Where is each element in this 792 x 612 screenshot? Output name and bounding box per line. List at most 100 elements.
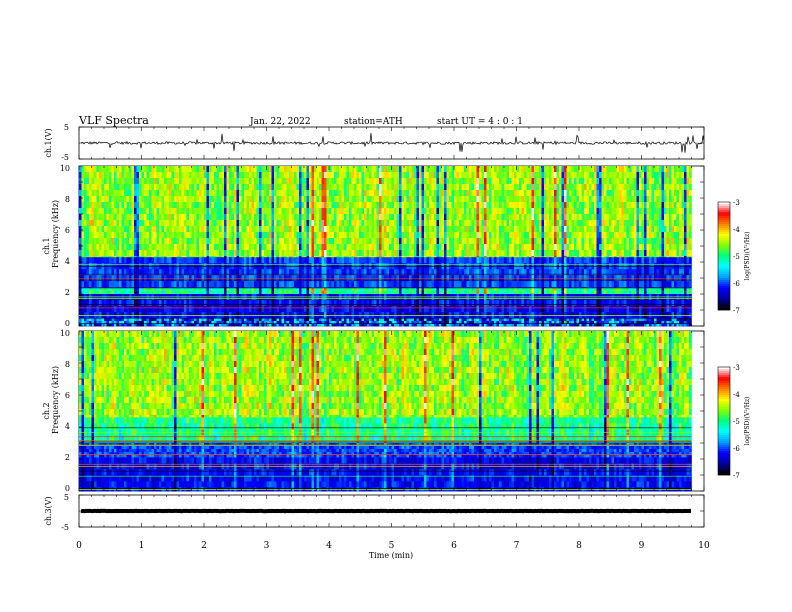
spectrogram-cell (464, 184, 467, 191)
spectrogram-cell (494, 178, 497, 185)
spectrogram-cell (681, 257, 685, 264)
spectrogram-cell (539, 226, 542, 233)
spectrogram-cell (504, 178, 507, 185)
spectrogram-cell (221, 202, 225, 209)
spectrogram-cell (669, 220, 672, 227)
spectrogram-cell (649, 238, 652, 245)
spectrogram-cell (136, 226, 140, 233)
spectrogram-cell (281, 166, 285, 173)
spectrogram-cell (84, 232, 87, 239)
spectrogram-cell (249, 250, 252, 257)
spectrogram-cell (616, 178, 620, 185)
spectrogram-cell (484, 166, 487, 173)
spectrogram-cell (469, 178, 472, 185)
spectrogram-cell (269, 250, 272, 257)
spectrogram-cell (291, 208, 295, 215)
spectrogram-cell (489, 256, 492, 258)
spectrogram-cell (251, 244, 255, 251)
spectrogram-cell (146, 226, 150, 233)
spectrogram-cell (284, 172, 287, 179)
spectrogram-cell (81, 208, 85, 215)
spectrogram-cell (264, 220, 267, 227)
spectrogram-cell (481, 178, 485, 185)
spectrogram-cell (541, 190, 545, 197)
spectrogram-cell (121, 172, 125, 179)
spectrogram-cell (559, 244, 562, 251)
spectrogram-cell (199, 214, 202, 221)
spectrogram-cell (266, 196, 270, 203)
spectrogram-cell (664, 226, 667, 233)
spectrogram-cell (374, 190, 377, 197)
spectrogram-cell (339, 250, 342, 257)
spectrogram-cell (111, 250, 115, 257)
spectrogram-cell (174, 226, 177, 233)
spectrogram-cell (509, 275, 512, 282)
spectrogram-cell (689, 196, 692, 203)
spectrogram-cell (494, 257, 497, 264)
spectrogram-cell (499, 172, 502, 179)
spectrogram-cell (114, 226, 117, 233)
spectrogram-cell (244, 202, 247, 209)
spectrogram-cell (391, 220, 395, 227)
spectrogram-cell (264, 256, 267, 258)
spectrogram-cell (434, 172, 437, 179)
spectrogram-cell (476, 232, 480, 239)
spectrogram-cell (454, 208, 457, 215)
spectrogram-cell (144, 250, 147, 257)
spectrogram-cell (359, 226, 362, 233)
spectrogram-cell (369, 202, 372, 209)
spectrogram-cell (136, 190, 140, 197)
spectrogram-cell (316, 220, 320, 227)
spectrogram-cell (611, 275, 615, 282)
spectrogram-cell (124, 269, 127, 276)
spectrogram-cell (449, 214, 452, 221)
spectrogram-cell (616, 244, 620, 251)
spectrogram-cell (624, 172, 627, 179)
spectrogram-cell (181, 172, 185, 179)
spectrogram-cell (614, 238, 617, 245)
spectrogram-cell (361, 208, 365, 215)
spectrogram-cell (396, 220, 400, 227)
spectrogram-cell (459, 269, 462, 276)
spectrogram-cell (296, 226, 300, 233)
spectrogram-cell (96, 190, 100, 197)
spectrogram-cell (544, 214, 547, 221)
spectrogram-cell (524, 166, 527, 173)
spectrogram-cell (579, 214, 582, 221)
spectrogram-cell (229, 172, 232, 179)
spectrogram-cell (569, 166, 572, 173)
spectrogram-cell (596, 238, 600, 245)
spectrogram-cell (426, 232, 430, 239)
spectrogram-cell (146, 166, 150, 173)
spectrogram-cell (234, 214, 237, 221)
spectrogram-cell (576, 208, 580, 215)
spectrogram-cell (359, 166, 362, 173)
spectrogram-cell (474, 184, 477, 191)
spectrogram-cell (551, 190, 555, 197)
spectrogram-cell (226, 196, 230, 203)
spectrogram-cell (334, 238, 337, 245)
spectrogram-cell (656, 257, 660, 264)
spectrogram-cell (646, 172, 650, 179)
spectrogram-cell (689, 208, 692, 215)
spectrogram-cell (219, 172, 222, 179)
spectrogram-cell (129, 256, 132, 258)
spectrogram-cell (344, 184, 347, 191)
spectrogram-cell (379, 184, 382, 191)
spectrogram-cell (274, 196, 277, 203)
spectrogram-cell (389, 202, 392, 209)
spectrogram-cell (491, 214, 495, 221)
spectrogram-cell (389, 226, 392, 233)
spectrogram-cell (664, 257, 667, 264)
spectrogram-cell (634, 244, 637, 251)
spectrogram-cell (554, 166, 557, 173)
spectrogram-cell (349, 190, 352, 197)
spectrogram-cell (479, 172, 482, 179)
spectrogram-cell (146, 269, 150, 276)
spectrogram-cell (459, 244, 462, 251)
spectrogram-cell (369, 244, 372, 251)
spectrogram-cell (484, 238, 487, 245)
spectrogram-cell (389, 256, 392, 258)
spectrogram-cell (156, 244, 160, 251)
spectrogram-cell (154, 178, 157, 185)
